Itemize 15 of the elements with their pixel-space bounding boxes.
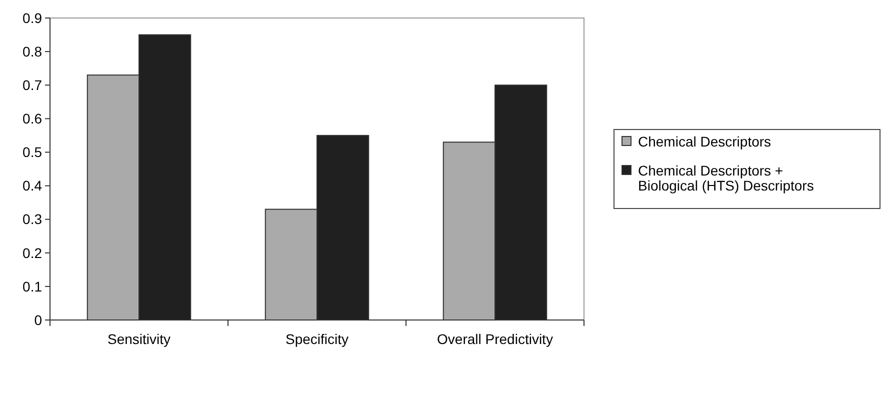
y-tick-label: 0.4 (22, 178, 42, 194)
y-tick-label: 0.7 (22, 77, 42, 94)
y-tick-label: 0.2 (22, 244, 42, 261)
y-tick-label: 0 (34, 312, 42, 328)
y-tick-label: 0.5 (22, 144, 42, 160)
y-tick-label: 0.1 (22, 278, 42, 294)
y-tick-label: 0.9 (22, 10, 42, 26)
y-tick-label: 0.3 (22, 211, 42, 228)
x-tick-label: Overall Predictivity (437, 331, 553, 347)
x-tick-label: Sensitivity (107, 331, 171, 347)
legend-label: Chemical Descriptors + Biological (HTS) Descriptors (638, 162, 814, 194)
x-tick-label: Specificity (285, 331, 349, 347)
y-tick-label: 0.8 (22, 43, 42, 60)
y-tick-label: 0.6 (22, 110, 42, 127)
legend-label: Chemical Descriptors (638, 133, 772, 150)
